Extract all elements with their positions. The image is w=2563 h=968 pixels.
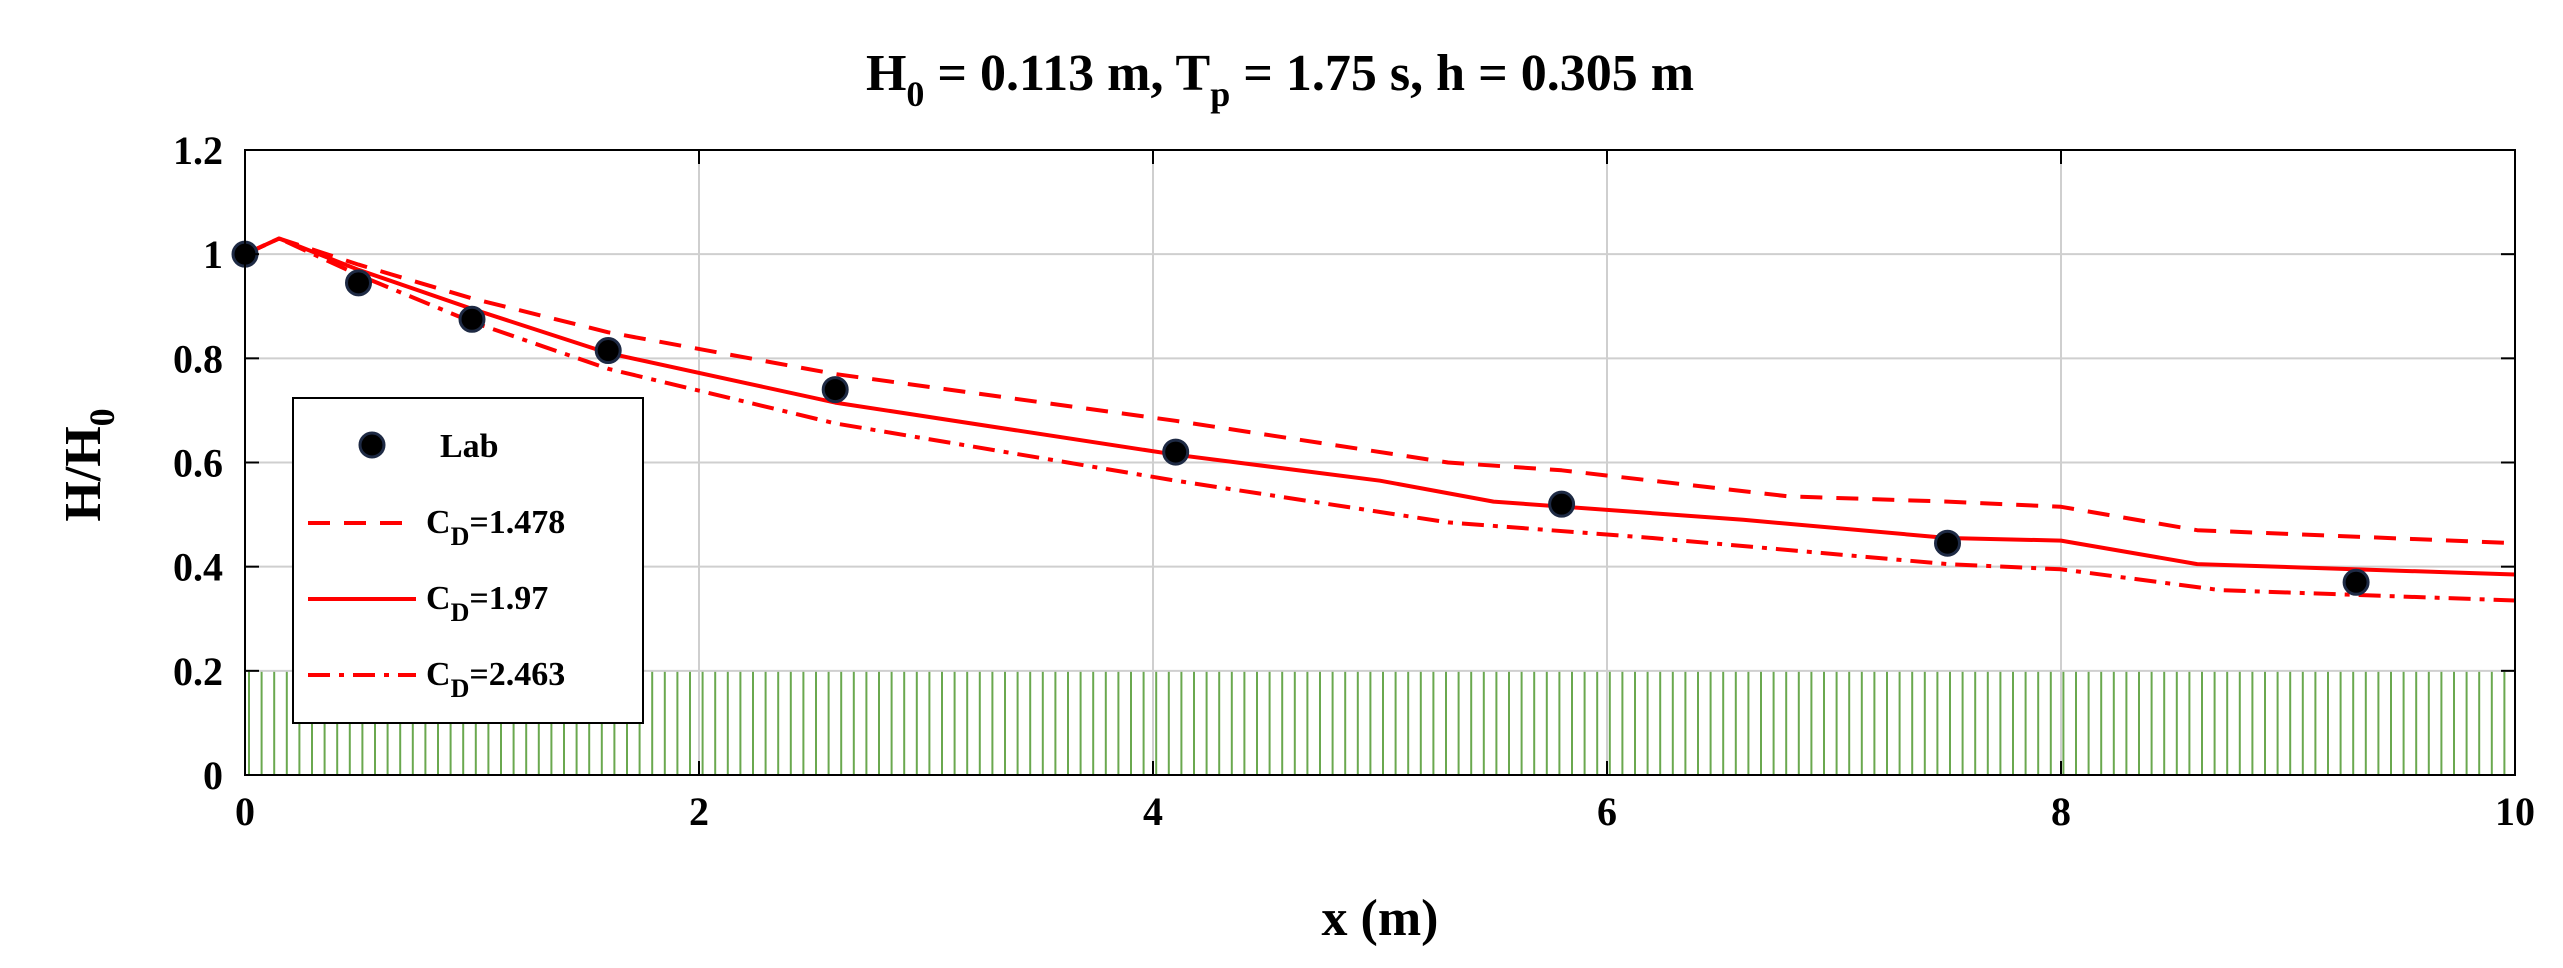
lab-point — [345, 269, 372, 297]
y-axis-label-main: H/H — [55, 426, 112, 521]
title-sub-1: 0 — [906, 74, 924, 114]
legend-label-series-3: CD=2.463 — [426, 656, 565, 703]
chart-title: H0 = 0.113 m, Tp = 1.75 s, h = 0.305 m — [866, 45, 1694, 114]
legend-item-lab: Lab — [358, 428, 499, 465]
x-tick-label: 2 — [689, 789, 709, 834]
x-axis-label: x (m) — [1322, 890, 1439, 947]
title-part-3: = 1.75 s, h = 0.305 m — [1230, 45, 1694, 102]
title-sub-2: p — [1210, 74, 1230, 114]
series-line-2 — [245, 236, 2515, 577]
x-tick-label: 6 — [1597, 789, 1617, 834]
y-axis-label: H/H0 — [55, 408, 122, 521]
legend-label-lab: Lab — [440, 428, 499, 465]
legend-item-series-1: CD=1.478 — [308, 504, 565, 551]
x-tick-label: 0 — [235, 789, 255, 834]
title-part-2: = 0.113 m, T — [924, 45, 1210, 102]
legend-item-series-2: CD=1.97 — [308, 580, 548, 627]
lab-points — [231, 240, 2370, 596]
y-tick-label: 1 — [203, 232, 223, 277]
y-tick-label: 0.4 — [173, 545, 223, 590]
lab-point — [594, 337, 622, 365]
x-tick-label: 10 — [2495, 789, 2535, 834]
title-part-1: H — [866, 45, 906, 102]
legend-box — [292, 397, 644, 724]
x-tick-label: 4 — [1143, 789, 1163, 834]
lab-point — [2342, 568, 2370, 596]
legend-marker-lab — [358, 431, 386, 459]
y-tick-label: 0.6 — [173, 441, 223, 486]
lab-point — [458, 305, 486, 333]
y-tick-label: 0.2 — [173, 649, 223, 694]
lab-point — [821, 376, 849, 404]
y-tick-label: 1.2 — [173, 128, 223, 173]
lab-point — [1162, 438, 1190, 466]
legend-label-series-1: CD=1.478 — [426, 504, 565, 551]
x-tick-label: 8 — [2051, 789, 2071, 834]
legend-label-series-2: CD=1.97 — [426, 580, 548, 627]
axis-ticks: 0 2 4 6 8 10 0 0.2 0.4 0.6 0.8 1 1.2 — [173, 128, 2535, 834]
lab-point — [1934, 529, 1961, 557]
legend: Lab CD=1.478 CD=1.97 CD=2.463 — [292, 397, 644, 724]
y-tick-label: 0 — [203, 753, 223, 798]
lab-point — [1548, 490, 1576, 518]
legend-item-series-3: CD=2.463 — [308, 656, 565, 703]
series-line-1 — [245, 236, 2515, 546]
y-axis-label-sub: 0 — [82, 408, 122, 426]
y-tick-label: 0.8 — [173, 336, 223, 381]
